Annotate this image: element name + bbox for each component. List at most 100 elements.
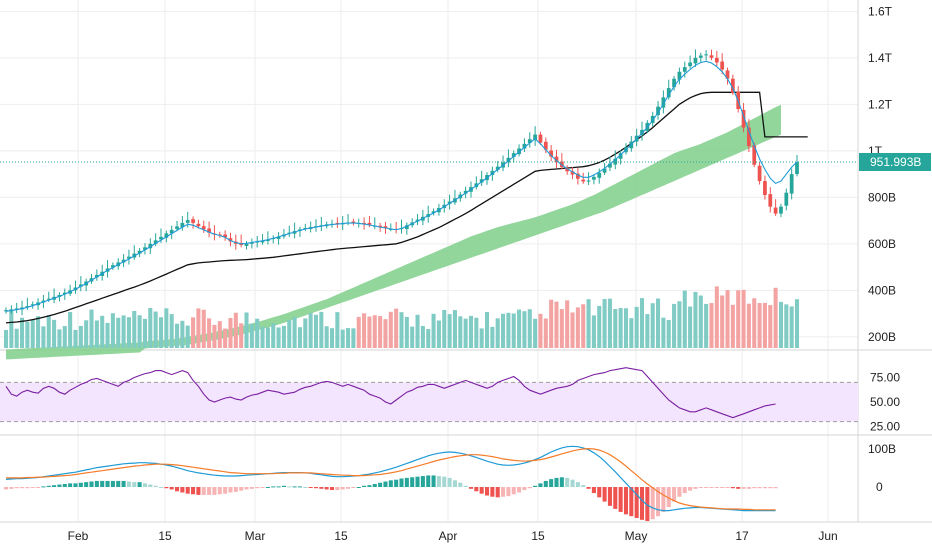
candle (185, 211, 190, 228)
macd-histogram-bar (255, 487, 260, 489)
volume-bar (517, 309, 522, 348)
candle-body (351, 221, 356, 223)
candle (479, 170, 484, 186)
volume-bar (778, 301, 783, 348)
macd-histogram-bar (191, 487, 196, 495)
volume-bar (25, 321, 30, 348)
volume-bar (511, 313, 516, 348)
volume-bar (736, 290, 741, 348)
volume-bar (335, 312, 340, 348)
candle (191, 216, 195, 229)
macd-histogram-bar (538, 483, 543, 487)
macd-histogram-bar (415, 476, 420, 487)
candle-body (383, 226, 388, 229)
candle-body (795, 162, 799, 175)
macd-histogram-bar (367, 485, 372, 487)
tenkan-line (5, 60, 798, 312)
volume-bar (693, 291, 698, 348)
macd-histogram-bar (468, 487, 474, 489)
volume-bar (36, 316, 41, 348)
volume-bar (329, 328, 335, 348)
macd-histogram-bar (570, 479, 575, 487)
candle-body (640, 129, 644, 135)
candle-body (688, 62, 692, 67)
volume-bar (501, 313, 506, 348)
candle (773, 199, 778, 216)
macd-histogram-bar (9, 487, 14, 489)
macd-histogram-bar (30, 487, 35, 488)
macd-histogram-bar (313, 487, 319, 489)
candle-body (730, 78, 735, 93)
candle-body (666, 88, 671, 98)
y-axis: 1.6T1.4T1.2T1T800B600B400B200B951.993B75… (859, 4, 931, 494)
candle-body (741, 109, 746, 128)
volume-bar (68, 311, 73, 348)
macd-panel[interactable] (3, 445, 778, 522)
volume-bar (661, 317, 666, 348)
x-tick-label: 17 (735, 529, 749, 543)
candle-body (511, 153, 516, 157)
macd-histogram-bar (105, 480, 110, 487)
candle (565, 165, 570, 175)
volume-bar (223, 328, 228, 348)
macd-histogram-bar (362, 485, 367, 487)
candle (330, 219, 334, 228)
candle (212, 225, 217, 241)
rsi-panel[interactable] (0, 367, 858, 423)
volume-bar (458, 316, 463, 348)
candle-body (94, 274, 99, 278)
volume-bar (41, 326, 46, 348)
volume-bar (239, 323, 244, 348)
macd-histogram-bar (581, 485, 586, 487)
candle (549, 145, 554, 162)
volume-bar (688, 306, 693, 348)
candle-body (725, 70, 730, 79)
candle-body (404, 225, 409, 229)
candle-body (581, 179, 586, 182)
macd-tick-label: 0 (876, 480, 883, 494)
macd-histogram-bar (688, 487, 693, 491)
candle-body (565, 168, 570, 172)
candle-body (62, 292, 67, 295)
volume-bar (142, 318, 147, 348)
candle (399, 219, 404, 234)
candle-body (111, 265, 115, 268)
macd-tick-label: 100B (868, 442, 896, 456)
candle-body (201, 226, 206, 230)
volume-bar (666, 319, 671, 348)
price-tick-label: 600B (868, 237, 896, 251)
candle (586, 172, 591, 186)
volume-bar (180, 320, 185, 348)
volume-bar (698, 295, 703, 348)
volume-bar (116, 317, 121, 348)
macd-histogram-bar (201, 487, 206, 495)
candle-body (779, 206, 783, 214)
volume-bar (533, 318, 538, 348)
macd-histogram-bar (52, 485, 57, 487)
macd-histogram-bar (346, 487, 351, 489)
volume-bar (447, 314, 452, 348)
macd-histogram-bar (335, 487, 340, 491)
volume-bar (586, 299, 591, 348)
volume-bar (233, 312, 238, 348)
candle-body (159, 236, 163, 240)
candle (650, 111, 655, 127)
volume-bar (746, 303, 751, 348)
volume-bar (581, 304, 586, 348)
candle-body (704, 54, 709, 56)
macd-histogram-bar (511, 487, 516, 495)
candle-body (752, 145, 757, 165)
volume-bar (217, 321, 222, 348)
price-panel[interactable] (0, 49, 858, 360)
volume-bar (148, 308, 153, 348)
candle (282, 228, 286, 239)
volume-bar (768, 305, 773, 348)
macd-histogram-bar (319, 487, 324, 489)
volume-bar (265, 327, 270, 348)
x-tick-label: Mar (245, 529, 266, 543)
macd-histogram-bar (132, 482, 137, 487)
x-tick-label: 15 (531, 529, 545, 543)
macd-histogram-bar (442, 476, 447, 487)
candle (661, 90, 666, 114)
volume-bar (132, 310, 137, 348)
